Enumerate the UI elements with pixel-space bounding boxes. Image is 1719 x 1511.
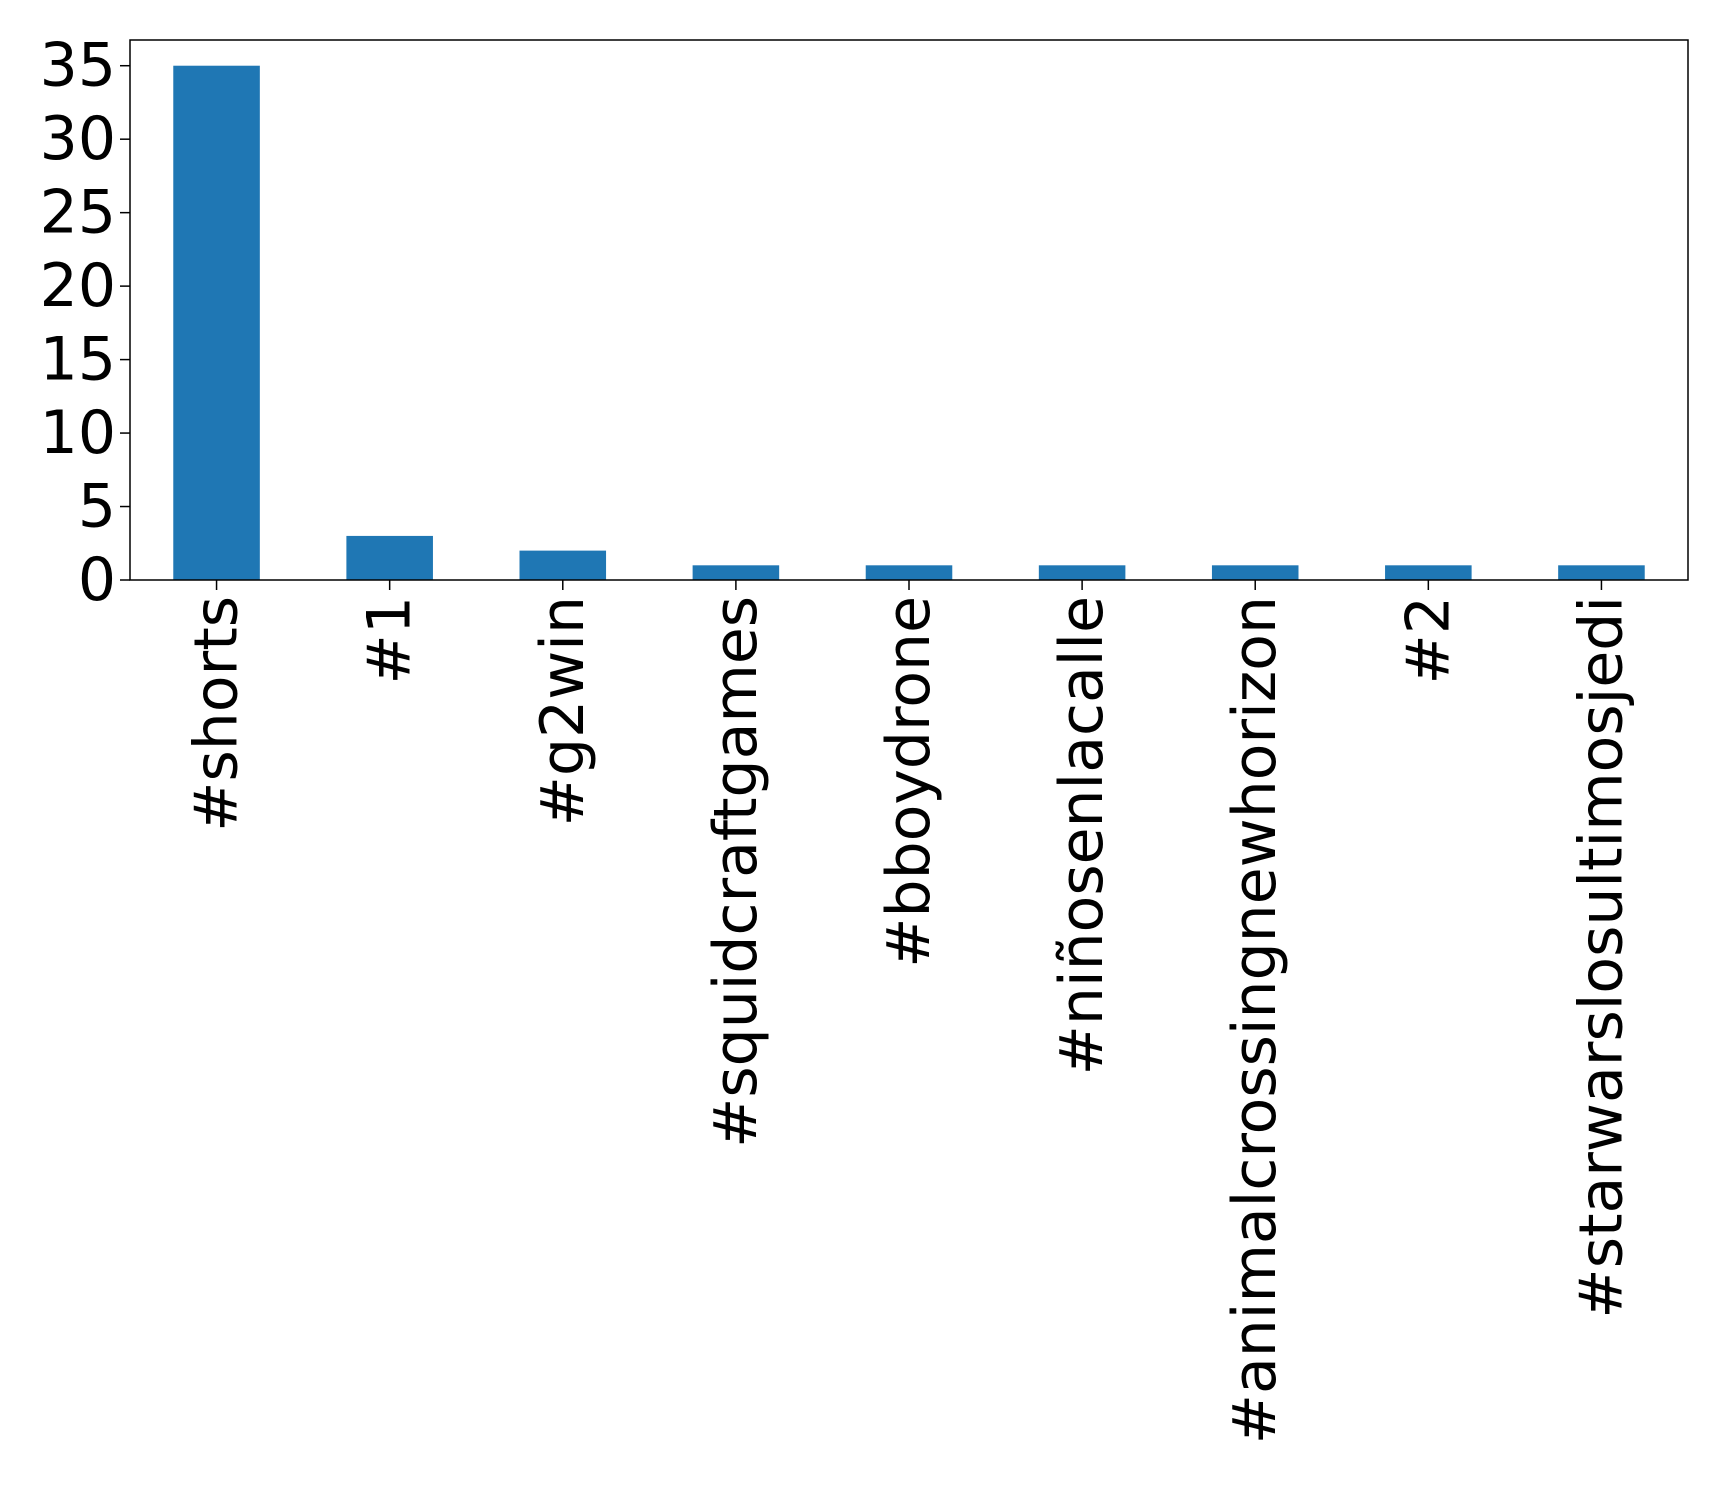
bar [173, 65, 260, 580]
bar [1211, 565, 1299, 580]
x-tick-label: #squidcraftgames [701, 596, 771, 1148]
x-tick-label: #niñosenlacalle [1047, 596, 1117, 1075]
x-tick-label: #g2win [528, 596, 598, 826]
x-tick-label: #animalcrossingnewhorizon [1220, 596, 1290, 1444]
bar [1385, 565, 1472, 580]
y-tick-label: 30 [40, 104, 116, 174]
y-tick-label: 20 [40, 251, 116, 321]
bar [865, 565, 953, 580]
bars [173, 65, 1645, 580]
x-tick-label: #shorts [182, 596, 252, 832]
y-tick-label: 25 [40, 178, 116, 248]
bar [1558, 565, 1645, 580]
x-tick-label: #bboydrone [874, 596, 944, 968]
bar [519, 550, 607, 580]
x-tick-label: #1 [355, 596, 425, 684]
y-tick-label: 35 [40, 31, 116, 101]
plot-area-frame [129, 39, 1689, 581]
bar [346, 535, 433, 580]
y-tick-label: 15 [40, 325, 116, 395]
x-tick-label: #2 [1393, 596, 1463, 684]
y-tick-label: 5 [78, 472, 116, 542]
x-axis: #shorts #1 #g2win #squidcraftgames #bboydron… [182, 580, 1636, 1444]
x-tick-label: #starwarslosultimosjedi [1566, 596, 1636, 1319]
y-tick-label: 10 [40, 398, 116, 468]
bar [1038, 565, 1126, 580]
y-tick-label: 0 [78, 545, 116, 615]
bar [692, 565, 780, 580]
